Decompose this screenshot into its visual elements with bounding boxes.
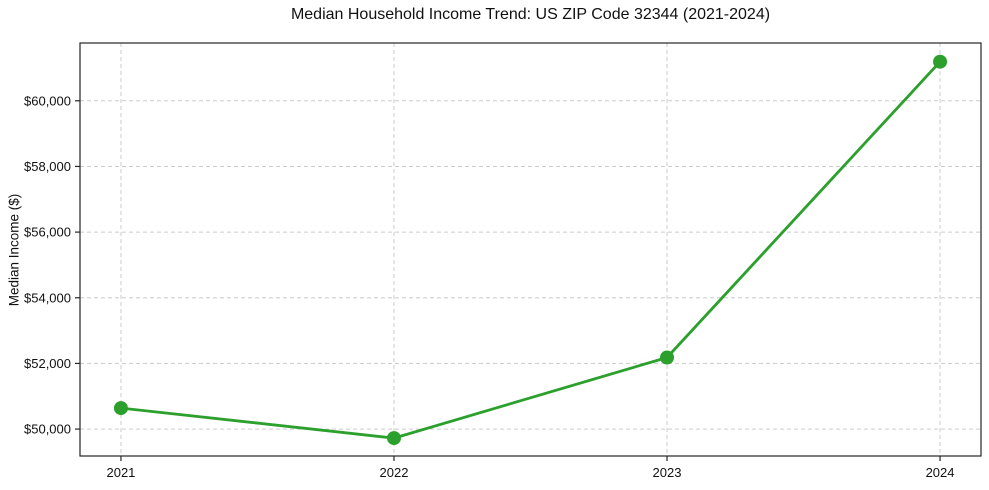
y-axis-label: Median Income ($) bbox=[6, 193, 22, 307]
y-tick-label: $54,000 bbox=[24, 290, 71, 305]
y-tick-label: $60,000 bbox=[24, 93, 71, 108]
trend-line bbox=[119, 60, 942, 440]
y-tick-label: $52,000 bbox=[24, 356, 71, 371]
data-point-2021 bbox=[113, 401, 128, 416]
data-point-2024 bbox=[933, 54, 948, 69]
data-point-2022 bbox=[386, 431, 401, 446]
x-tick-label: 2022 bbox=[380, 465, 409, 480]
y-tick-label: $50,000 bbox=[24, 422, 71, 437]
y-tick-label: $56,000 bbox=[24, 225, 71, 240]
data-point-2023 bbox=[660, 350, 675, 365]
x-tick-label: 2023 bbox=[653, 465, 682, 480]
chart-title: Median Household Income Trend: US ZIP Co… bbox=[290, 6, 771, 23]
y-tick-label: $58,000 bbox=[24, 159, 71, 174]
x-tick-label: 2021 bbox=[106, 465, 135, 480]
axes-frame bbox=[79, 42, 982, 457]
x-tick-label: 2024 bbox=[926, 465, 955, 480]
